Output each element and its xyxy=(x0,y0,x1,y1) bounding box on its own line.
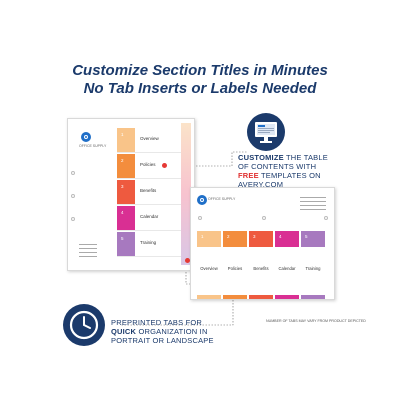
callout-text: PORTRAIT OR LANDSCAPE xyxy=(111,336,214,345)
tab-number: 5 xyxy=(301,231,325,247)
tab-title: Benefits xyxy=(253,266,269,271)
callout-text: PREPRINTED TABS FOR xyxy=(111,318,203,327)
disclaimer-text: NUMBER OF TABS MAY VARY FROM PRODUCT DEP… xyxy=(266,319,366,323)
brand-logo-icon xyxy=(197,195,207,205)
toc-row: 1 Overview xyxy=(117,128,181,153)
callout-marker-dot xyxy=(185,258,190,263)
callout-text: TEMPLATES ON xyxy=(258,171,321,180)
tab-edge-strip xyxy=(181,123,191,265)
tab-number: 2 xyxy=(117,154,135,178)
tab-edge xyxy=(301,295,325,299)
binder-hole xyxy=(198,216,202,220)
callout-text: THE TABLE xyxy=(283,153,328,162)
customize-connector xyxy=(181,151,248,167)
toc-row: 3 Benefits xyxy=(117,180,181,205)
tab-edge xyxy=(197,295,221,299)
fine-print xyxy=(300,197,326,211)
callout-bold: QUICK xyxy=(111,327,137,336)
callout-bold: CUSTOMIZE xyxy=(238,153,284,162)
brand-logo-icon xyxy=(81,132,91,142)
landscape-tab: 4 Calendar xyxy=(275,231,299,299)
tab-number: 3 xyxy=(117,180,135,204)
tab-number: 4 xyxy=(117,206,135,230)
tab-number: 1 xyxy=(197,231,221,247)
tab-number: 2 xyxy=(223,231,247,247)
fine-print xyxy=(79,244,97,258)
tab-title: Calendar xyxy=(278,266,296,271)
tab-number: 4 xyxy=(275,231,299,247)
tab-edge xyxy=(223,295,247,299)
monitor-template-icon xyxy=(247,113,285,151)
callout-link-text: AVERY.COM xyxy=(238,180,284,189)
tab-title: Training xyxy=(305,266,321,271)
binder-hole xyxy=(262,216,266,220)
tab-edge xyxy=(275,295,299,299)
tab-title: Training xyxy=(140,240,157,245)
landscape-divider-page: OFFICE SUPPLY 1 Overview 2 Policies 3 Be… xyxy=(185,187,335,300)
binder-hole xyxy=(324,216,328,220)
landscape-tab: 2 Policies xyxy=(223,231,247,299)
brand-name: OFFICE SUPPLY xyxy=(79,144,107,148)
tab-title: Policies xyxy=(227,266,243,271)
headline-line-2: No Tab Inserts or Labels Needed xyxy=(83,80,317,97)
customize-callout: CUSTOMIZE THE TABLE OF CONTENTS WITH FRE… xyxy=(238,153,328,189)
tab-number: 5 xyxy=(117,232,135,256)
callout-text: OF CONTENTS WITH xyxy=(238,162,317,171)
clock-icon xyxy=(63,304,105,346)
tab-title: Policies xyxy=(140,162,156,167)
callout-text: ORGANIZATION IN xyxy=(136,327,208,336)
landscape-tab: 1 Overview xyxy=(197,231,221,299)
binder-hole xyxy=(71,217,75,221)
landscape-tab: 5 Training xyxy=(301,231,325,299)
portrait-divider-page: OFFICE SUPPLY 1 Overview 2 Policies 3 Be… xyxy=(67,118,195,271)
binder-hole xyxy=(71,171,75,175)
tab-number: 3 xyxy=(249,231,273,247)
tab-title: Overview xyxy=(140,136,159,141)
toc-row: 4 Calendar xyxy=(117,206,181,231)
callout-marker-dot xyxy=(162,163,167,168)
landscape-tab: 3 Benefits xyxy=(249,231,273,299)
brand-name: OFFICE SUPPLY xyxy=(208,197,236,201)
tab-title: Calendar xyxy=(140,214,159,219)
tab-edge xyxy=(249,295,273,299)
tab-title: Overview xyxy=(200,266,218,271)
preprinted-callout: PREPRINTED TABS FOR QUICK ORGANIZATION I… xyxy=(111,318,214,345)
toc-row: 2 Policies xyxy=(117,154,181,179)
tab-number: 1 xyxy=(117,128,135,152)
tab-title: Benefits xyxy=(140,188,157,193)
headline-line-1: Customize Section Titles in Minutes xyxy=(72,62,328,79)
toc-row: 5 Training xyxy=(117,232,181,257)
binder-hole xyxy=(71,194,75,198)
callout-highlight: FREE xyxy=(238,171,259,180)
